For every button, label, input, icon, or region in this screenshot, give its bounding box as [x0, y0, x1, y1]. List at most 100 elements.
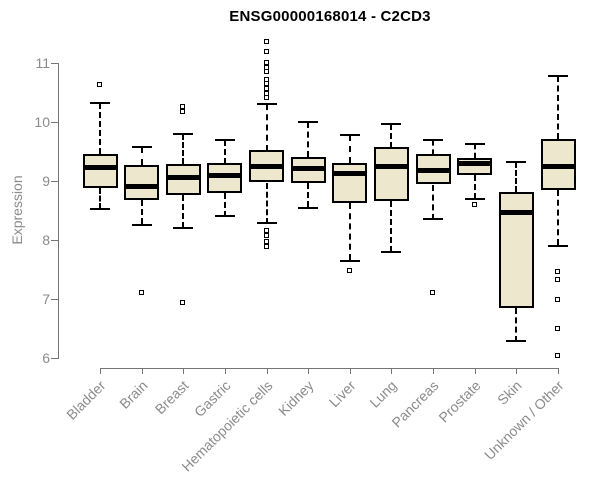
median-line — [209, 173, 240, 178]
median-line — [334, 171, 365, 176]
y-axis-tick — [51, 122, 58, 123]
x-axis-tick — [516, 368, 517, 374]
lower-whisker — [557, 190, 559, 245]
y-axis-line — [58, 63, 59, 359]
lower-whisker — [349, 203, 351, 260]
median-line — [459, 161, 490, 166]
lower-whisker — [266, 183, 268, 224]
upper-whisker — [307, 122, 309, 157]
upper-whisker-cap — [506, 161, 526, 163]
median-line — [418, 168, 449, 173]
outlier-point — [472, 202, 477, 207]
x-axis-tick — [225, 368, 226, 374]
outlier-point — [264, 86, 269, 91]
upper-whisker — [515, 162, 517, 192]
iqr-box — [207, 163, 242, 193]
y-axis-tick-label: 7 — [42, 291, 50, 307]
upper-whisker-cap — [465, 143, 485, 145]
lower-whisker — [224, 193, 226, 217]
lower-whisker-cap — [257, 222, 277, 224]
y-axis-tick — [51, 299, 58, 300]
iqr-box — [374, 147, 409, 201]
median-line — [251, 164, 282, 169]
upper-whisker-cap — [90, 102, 110, 104]
outlier-point — [430, 290, 435, 295]
x-axis-tick — [433, 368, 434, 374]
lower-whisker — [515, 308, 517, 342]
lower-whisker — [141, 200, 143, 224]
outlier-point — [264, 39, 269, 44]
upper-whisker — [432, 140, 434, 155]
iqr-box — [124, 165, 159, 200]
outlier-point — [264, 81, 269, 86]
x-axis-line — [100, 368, 559, 369]
upper-whisker-cap — [173, 133, 193, 135]
median-line — [85, 165, 116, 170]
outlier-point — [347, 268, 352, 273]
median-line — [376, 164, 407, 169]
x-axis-tick — [475, 368, 476, 374]
outlier-point — [555, 353, 560, 358]
chart-title: ENSG00000168014 - C2CD3 — [229, 8, 431, 25]
outlier-point — [555, 297, 560, 302]
outlier-point — [97, 82, 102, 87]
lower-whisker-cap — [423, 218, 443, 220]
iqr-box — [83, 154, 118, 188]
upper-whisker-cap — [340, 134, 360, 136]
x-axis-tick — [142, 368, 143, 374]
upper-whisker-cap — [423, 139, 443, 141]
lower-whisker — [307, 183, 309, 207]
lower-whisker — [474, 175, 476, 199]
outlier-point — [555, 277, 560, 282]
y-axis-tick-label: 10 — [34, 114, 50, 130]
lower-whisker-cap — [548, 245, 568, 247]
lower-whisker-cap — [215, 215, 235, 217]
iqr-box — [332, 163, 367, 203]
median-line — [543, 164, 574, 169]
outlier-point — [180, 300, 185, 305]
outlier-point — [264, 60, 269, 65]
y-axis-tick — [51, 181, 58, 182]
outlier-point — [264, 95, 269, 100]
lower-whisker-cap — [381, 251, 401, 253]
x-axis-tick — [391, 368, 392, 374]
x-axis-tick — [100, 368, 101, 374]
upper-whisker — [390, 124, 392, 148]
upper-whisker-cap — [215, 139, 235, 141]
upper-whisker — [141, 147, 143, 165]
lower-whisker — [182, 195, 184, 228]
lower-whisker-cap — [132, 224, 152, 226]
outlier-point — [139, 290, 144, 295]
outlier-point — [264, 69, 269, 74]
outlier-point — [264, 239, 269, 244]
y-axis-tick — [51, 358, 58, 359]
median-line — [501, 210, 532, 215]
median-line — [168, 175, 199, 180]
upper-whisker — [474, 144, 476, 158]
outlier-point — [264, 244, 269, 249]
median-line — [293, 166, 324, 171]
lower-whisker — [390, 201, 392, 252]
upper-whisker-cap — [132, 146, 152, 148]
y-axis-tick-label: 8 — [42, 232, 50, 248]
outlier-point — [555, 269, 560, 274]
lower-whisker-cap — [173, 227, 193, 229]
outlier-point — [264, 233, 269, 238]
x-axis-tick — [267, 368, 268, 374]
outlier-point — [555, 326, 560, 331]
x-axis-tick — [183, 368, 184, 374]
upper-whisker — [349, 135, 351, 163]
y-axis-tick — [51, 240, 58, 241]
outlier-point — [264, 228, 269, 233]
upper-whisker — [224, 140, 226, 164]
upper-whisker-cap — [257, 103, 277, 105]
upper-whisker-cap — [548, 75, 568, 77]
lower-whisker — [432, 185, 434, 220]
y-axis-tick-label: 11 — [35, 55, 50, 71]
outlier-point — [180, 109, 185, 114]
x-axis-tick — [558, 368, 559, 374]
median-line — [126, 184, 157, 189]
upper-whisker — [99, 103, 101, 154]
y-axis-tick-label: 6 — [42, 350, 50, 366]
